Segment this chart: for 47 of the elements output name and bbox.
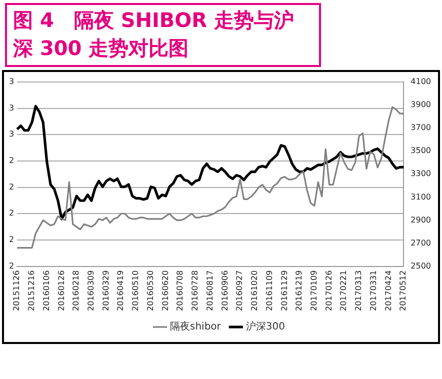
y-tick-label: 2 bbox=[8, 261, 14, 270]
y-tick-label: 2 bbox=[8, 208, 14, 218]
y-tick-label: 2 bbox=[8, 156, 14, 166]
x-tick-label: 20170126 bbox=[324, 270, 334, 311]
x-tick-label: 20160708 bbox=[176, 270, 185, 311]
y2-tick-label: 2900 bbox=[410, 215, 431, 224]
x-tick-label: 20170331 bbox=[368, 270, 378, 311]
x-tick-label: 20160927 bbox=[235, 270, 244, 311]
x-tick-label: 20161109 bbox=[264, 270, 274, 311]
x-tick-label: 20160906 bbox=[220, 270, 230, 311]
x-tick-label: 20160419 bbox=[116, 270, 126, 311]
y2-tick-label: 3700 bbox=[410, 123, 431, 132]
x-tick-label: 20160329 bbox=[101, 270, 110, 311]
y2-tick-label: 3900 bbox=[410, 100, 431, 110]
x-tick-label: 20160530 bbox=[146, 270, 155, 311]
y-tick-label: 3 bbox=[8, 77, 14, 86]
x-tick-label: 20160620 bbox=[160, 270, 170, 311]
legend-label: 隔夜shibor bbox=[170, 320, 222, 333]
x-tick-label: 20160728 bbox=[190, 270, 200, 311]
x-tick-label: 20151216 bbox=[27, 270, 36, 311]
x-tick-label: 20170424 bbox=[384, 270, 393, 311]
y-tick-label: 3 bbox=[8, 103, 14, 112]
x-tick-label: 20161020 bbox=[250, 270, 260, 311]
y2-tick-label: 4100 bbox=[410, 77, 431, 86]
x-tick-label: 20161219 bbox=[294, 270, 304, 311]
x-tick-label: 20170512 bbox=[398, 270, 408, 311]
legend-label: 沪深300 bbox=[246, 320, 285, 333]
y2-tick-label: 3500 bbox=[410, 146, 431, 156]
x-tick-label: 20170221 bbox=[339, 270, 348, 311]
y-tick-label: 2 bbox=[8, 182, 14, 192]
x-tick-label: 20151126 bbox=[12, 270, 22, 311]
y2-tick-label: 2500 bbox=[410, 261, 431, 270]
y2-tick-label: 3100 bbox=[410, 192, 431, 202]
x-tick-label: 20170313 bbox=[354, 270, 364, 311]
y-tick-label: 3 bbox=[8, 130, 14, 139]
x-tick-label: 20160106 bbox=[42, 270, 51, 311]
x-tick-label: 20160510 bbox=[131, 270, 140, 311]
x-tick-label: 20160309 bbox=[86, 270, 96, 311]
y2-tick-label: 3300 bbox=[410, 169, 431, 178]
x-tick-label: 20161129 bbox=[280, 270, 289, 311]
y2-tick-label: 2700 bbox=[410, 238, 431, 248]
y-tick-label: 2 bbox=[8, 235, 14, 244]
x-tick-label: 20160817 bbox=[205, 270, 214, 311]
x-tick-label: 20170109 bbox=[310, 270, 319, 311]
x-tick-label: 20160218 bbox=[72, 270, 81, 311]
x-tick-label: 20160126 bbox=[56, 270, 66, 311]
chart-title: 图 4 隔夜 SHIBOR 走势与沪深 300 走势对比图 bbox=[5, 3, 321, 67]
